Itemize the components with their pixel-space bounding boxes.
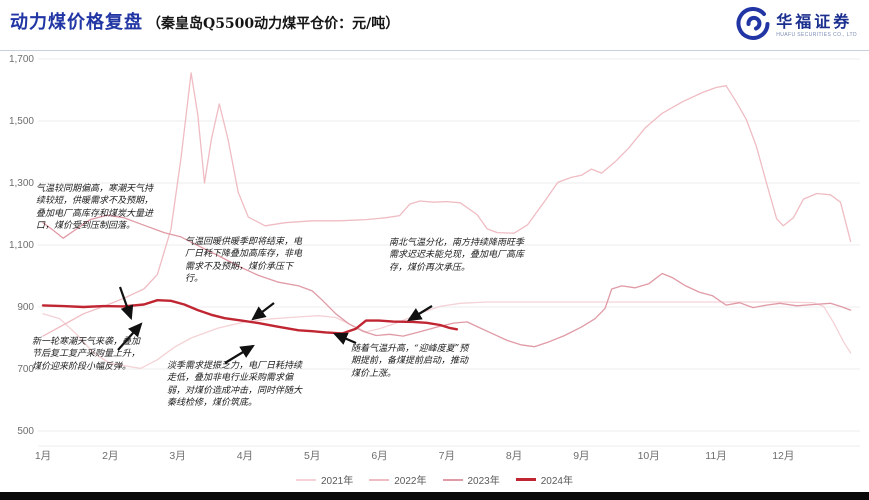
legend-swatch [296, 478, 316, 481]
legend-item-2021: 2021年 [296, 472, 353, 487]
y-axis-tick-label: 1,700 [9, 54, 34, 65]
chart-annotation: 气温回暖供暖季即将结束，电厂日耗下降叠加高库存，非电需求不及预期，煤价承压下行。 [185, 237, 303, 285]
legend-item-2023: 2023年 [442, 472, 500, 487]
legend-swatch [515, 478, 536, 481]
brand-name: 华福证券 [776, 11, 853, 31]
annotation-arrow [118, 286, 134, 321]
chart-legend: 2021年 2022年 2023年 2024年 [0, 472, 869, 487]
annotation-arrow [332, 332, 357, 345]
x-axis-tick-label: 1月 [35, 450, 51, 462]
chart-annotation: 南北气温分化，南方持续降雨旺季需求迟迟未能兑现，叠加电厂高库存，煤价再次承压。 [389, 238, 525, 273]
price-line-2022 [42, 72, 852, 337]
chart-annotation: 随着气温升高，“迎峰度夏”预期提前，备煤提前启动，推动煤价上涨。 [351, 344, 469, 379]
chart-annotation: 气温较同期偏高，寒潮天气持续较短，供暖需求不及预期，叠加电厂高库存和煤炭大量进口… [36, 184, 154, 232]
legend-label: 2022年 [394, 476, 427, 487]
x-axis-tick-label: 4月 [237, 450, 253, 462]
brand-text: 华福证券 HUAFU SECURITIES CO., LTD [776, 11, 857, 38]
page-header: 动力煤价格复盘 （秦皇岛Q5500动力煤平仓价：元/吨） [10, 8, 719, 34]
legend-item-2024: 2024年 [515, 472, 573, 487]
x-axis-tick-label: 12月 [772, 450, 794, 462]
legend-swatch [442, 478, 463, 481]
x-axis-tick-label: 11月 [705, 450, 726, 462]
price-line-2023 [42, 214, 852, 348]
annotation-arrow [117, 322, 143, 351]
page-title: 动力煤价格复盘 [10, 12, 143, 32]
x-axis-tick-label: 2月 [102, 450, 118, 462]
y-axis-tick-label: 700 [17, 364, 34, 375]
legend-label: 2021年 [321, 476, 354, 487]
chart-annotation: 新一轮寒潮天气来袭，叠加节后复工复产采购量上升，煤价迎来阶段小幅反弹。 [32, 337, 141, 372]
brand-logo: 华福证券 HUAFU SECURITIES CO., LTD [735, 5, 857, 46]
x-axis-tick-label: 5月 [304, 450, 320, 462]
chart-annotation: 淡季需求提振乏力，电厂日耗持续走低，叠加非电行业采购需求偏弱，对煤价造成冲击，同… [167, 361, 303, 409]
y-axis-tick-label: 500 [17, 426, 34, 437]
x-axis-tick-label: 6月 [371, 450, 387, 462]
y-axis-tick-label: 1,300 [9, 178, 34, 189]
x-axis-tick-label: 8月 [506, 450, 522, 462]
legend-label: 2023年 [467, 476, 500, 487]
x-axis-tick-label: 10月 [638, 450, 660, 462]
y-axis-tick-label: 1,100 [9, 240, 34, 251]
annotation-arrow [407, 305, 433, 322]
x-axis-tick-label: 3月 [169, 450, 185, 462]
legend-label: 2024年 [540, 476, 573, 487]
brand-name-en: HUAFU SECURITIES CO., LTD [776, 31, 857, 38]
y-axis-tick-label: 900 [17, 302, 34, 313]
brand-swirl-icon [735, 5, 771, 46]
header-divider [0, 50, 869, 51]
legend-item-2022: 2022年 [369, 472, 427, 487]
annotation-arrow [251, 302, 275, 321]
price-line-2024 [41, 299, 459, 335]
page-subtitle: （秦皇岛Q5500动力煤平仓价：元/吨） [147, 16, 400, 32]
x-axis-tick-label: 7月 [439, 450, 455, 462]
y-axis-tick-label: 1,500 [9, 116, 34, 127]
annotation-arrow [224, 344, 255, 364]
x-axis-tick-label: 9月 [573, 450, 589, 462]
bottom-bar [0, 492, 869, 500]
legend-swatch [369, 478, 390, 481]
